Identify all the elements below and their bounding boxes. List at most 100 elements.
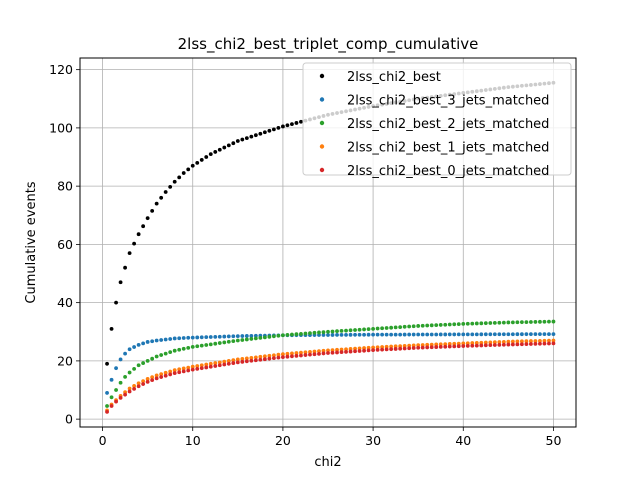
data-point [380,332,385,337]
data-point [456,341,461,346]
data-point [172,348,177,353]
data-point [335,329,339,334]
y-axis-label: Cumulative events [24,181,39,303]
data-point [506,342,511,347]
data-point [524,332,529,337]
data-point [267,128,272,133]
data-point [348,332,353,337]
data-point [492,340,497,345]
legend: 2lss_chi2_best 2lss_chi2_best_3_jets_matc… [302,62,572,179]
data-point [186,167,191,172]
data-point [303,331,308,336]
data-point [402,346,407,351]
data-point [213,361,218,365]
data-point [317,351,321,356]
data-point [294,332,299,337]
data-point [348,349,353,354]
data-point [190,345,195,349]
legend-marker [319,73,325,79]
data-point [235,357,240,362]
data-point [506,339,511,344]
data-point [393,347,398,351]
data-point [434,345,439,349]
data-point [330,350,335,355]
data-point [389,325,394,330]
data-point [384,344,389,349]
data-point [186,368,191,373]
data-point [271,127,276,132]
data-point [465,341,470,346]
data-point [456,344,461,349]
y-tick-label: 60 [57,237,73,252]
data-point [190,335,195,340]
data-point [483,340,488,345]
data-point [551,341,556,346]
data-point [497,340,502,344]
data-point [253,358,258,363]
grid [80,58,576,427]
data-point [231,339,236,344]
data-point [199,158,204,162]
data-point [123,351,127,356]
data-point [547,341,551,346]
data-point [389,332,394,337]
data-point [326,348,330,353]
data-point [407,343,412,348]
data-point [551,319,556,324]
data-point [420,332,425,337]
data-point [519,339,524,344]
data-point [393,332,398,337]
data-point [294,121,299,125]
data-point [515,332,520,337]
data-point [294,353,299,358]
data-point [407,324,412,329]
data-point [136,363,141,368]
data-point [127,389,132,394]
data-point [375,347,380,352]
data-point [515,320,520,325]
data-point [163,373,168,378]
data-point [231,334,236,339]
data-point [420,343,425,347]
data-point [105,404,109,408]
data-point [109,404,114,408]
data-point [348,328,353,333]
data-point [461,344,466,348]
data-point [461,341,466,346]
data-point [510,320,515,325]
data-point [240,357,245,361]
data-point [488,340,493,345]
ticks: 0 10 20 30 40 50 0 20 40 60 80 100 120 [49,62,561,448]
data-point [542,338,547,343]
data-point [118,395,123,400]
data-point [312,330,317,335]
data-point [344,328,348,333]
data-point [105,391,109,395]
data-point [132,386,137,391]
data-point [452,341,457,346]
data-point [208,361,213,366]
data-point [114,366,118,371]
data-point [213,150,218,154]
data-point [150,356,155,361]
data-point [411,346,416,350]
data-point [497,342,502,347]
data-point [290,351,294,356]
data-point [154,376,159,381]
data-point [213,341,218,346]
legend-marker [319,144,325,149]
data-point [447,342,452,346]
data-point [159,375,164,379]
data-point [258,357,263,362]
data-point [208,335,213,339]
series-3 [105,338,556,413]
data-point [443,332,448,337]
data-point [335,350,339,355]
data-point [533,339,538,343]
data-point [141,379,146,384]
data-point [294,351,299,355]
data-point [195,367,200,371]
data-point [308,331,312,336]
data-point [204,343,209,347]
